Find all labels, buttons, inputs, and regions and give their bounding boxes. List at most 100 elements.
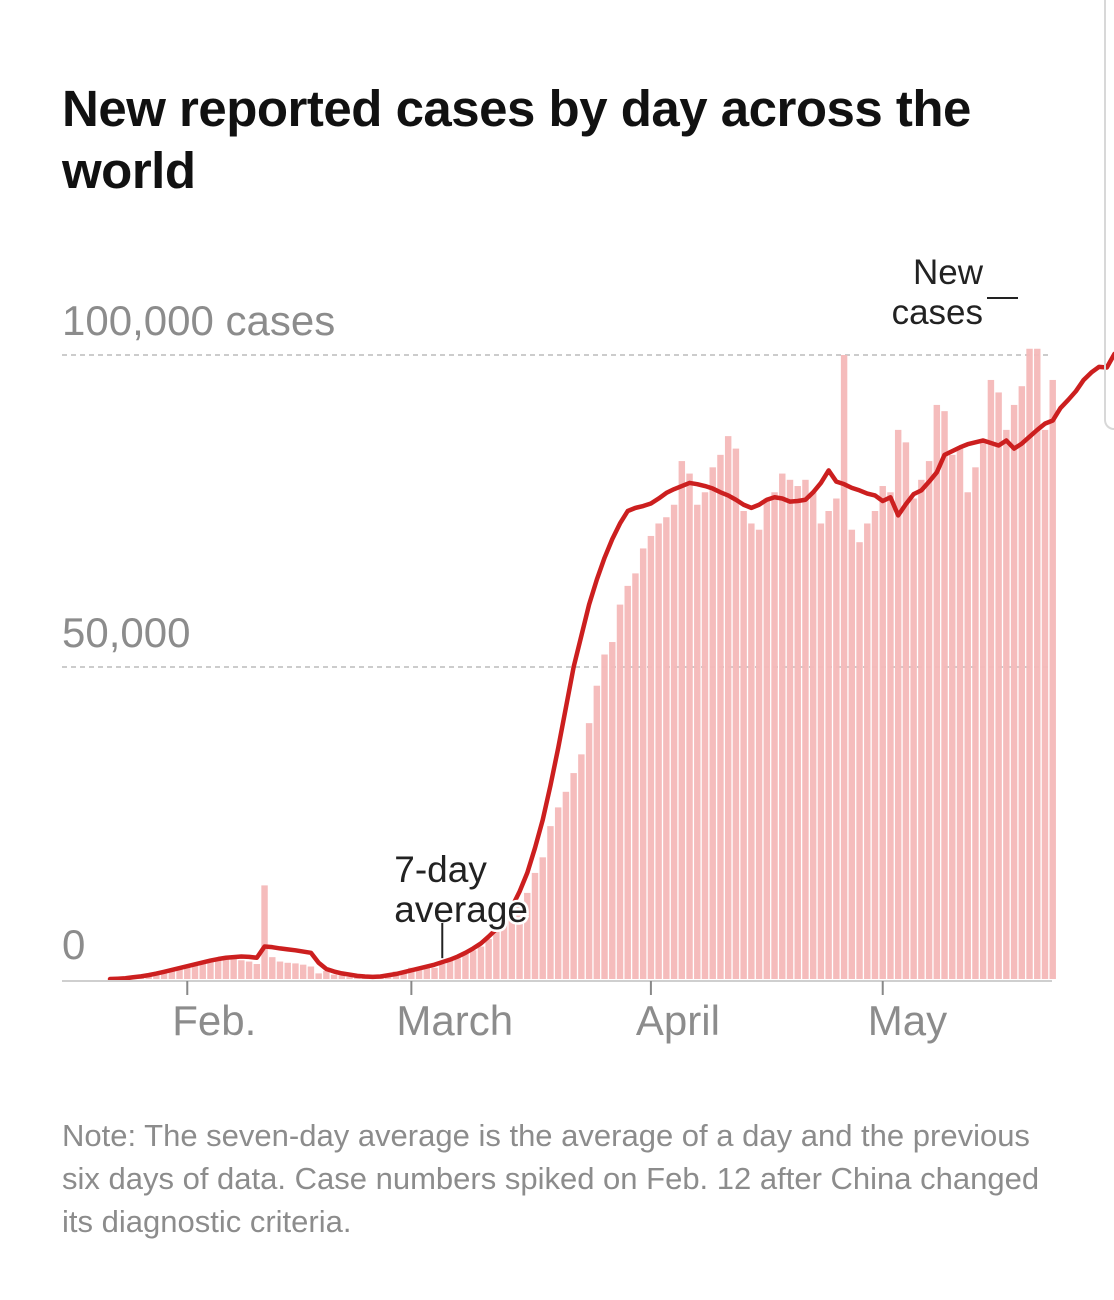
new-cases-bar [616, 604, 624, 979]
new-cases-bar [639, 548, 647, 979]
new-cases-bar [585, 723, 593, 979]
new-cases-bar [578, 754, 585, 979]
new-cases-bar [1041, 429, 1049, 979]
new-cases-bar [330, 974, 338, 979]
chart-title: New reported cases by day across the wor… [62, 80, 971, 199]
new-cases-bar [763, 498, 771, 979]
new-cases-bar [941, 411, 948, 979]
new-cases-bar [663, 517, 670, 979]
new-cases-bar [779, 473, 786, 979]
new-cases-bar [454, 958, 461, 979]
new-cases-bar [431, 967, 438, 979]
new-cases-bar [485, 939, 492, 979]
new-cases-bar [864, 523, 871, 979]
new-cases-bar [686, 473, 693, 979]
new-cases-bar [740, 511, 747, 979]
new-cases-bar [284, 962, 291, 979]
new-cases-bar [856, 542, 863, 979]
new-cases-bar [771, 492, 778, 979]
new-cases-bar [184, 966, 191, 979]
new-cases-bar [315, 973, 322, 979]
new-cases-bar [1034, 348, 1041, 979]
new-cases-bar [261, 885, 268, 979]
new-cases-bar [269, 957, 276, 979]
new-cases-bar [701, 492, 709, 979]
new-cases-bar [825, 511, 832, 979]
new-cases-bar [493, 930, 500, 979]
new-cases-bar [469, 950, 477, 979]
new-cases-bar [879, 486, 886, 979]
chart-plot: 0 50,000 100,000 cases Feb. March April May 7… [62, 253, 1114, 1044]
x-tick-label: May [868, 997, 947, 1044]
new-cases-bar [168, 969, 176, 979]
new-cases-bar [979, 442, 987, 979]
new-cases-bar [547, 826, 554, 979]
new-cases-bar [554, 807, 562, 979]
annotation-label: 7-day average [394, 849, 528, 930]
y-tick-label: 50,000 [62, 609, 190, 656]
annotations: 7-day average New cases [392, 253, 1018, 959]
new-cases-bar [439, 964, 446, 979]
new-cases-bar [833, 498, 840, 979]
grid-layer [62, 354, 1052, 668]
new-cases-bar [871, 511, 879, 979]
new-cases-bar [624, 585, 631, 979]
x-tick-label: April [636, 997, 720, 1044]
chart-note: Note: The seven-day average is the avera… [62, 1118, 1040, 1239]
new-cases-bar [817, 523, 825, 979]
new-cases-bar [609, 642, 616, 979]
new-cases-bar [724, 436, 732, 979]
new-cases-bar [323, 970, 330, 979]
new-cases-bar [1018, 386, 1026, 979]
new-cases-bar [987, 379, 995, 980]
new-cases-bar [678, 461, 686, 980]
new-cases-bar [222, 959, 230, 979]
new-cases-bar [794, 486, 801, 979]
new-cases-bar [717, 454, 724, 980]
new-cases-bar [238, 960, 245, 979]
y-tick-label: 100,000 cases [62, 297, 335, 344]
new-cases-bar [176, 968, 183, 979]
x-tick-label: March [396, 997, 513, 1044]
y-tick-labels: 0 50,000 100,000 cases [62, 297, 335, 968]
new-cases-bar [655, 523, 662, 979]
new-cases-bar [423, 967, 431, 979]
new-cases-bar [809, 492, 817, 979]
new-cases-bar [539, 857, 546, 979]
new-cases-bar [207, 961, 214, 979]
x-axis: Feb. March April May [62, 980, 1052, 1044]
seven-day-average-line [107, 351, 1114, 982]
new-cases-bar [230, 958, 237, 979]
new-cases-bar [400, 970, 407, 979]
new-cases-bar [245, 961, 253, 979]
new-cases-bar [918, 479, 925, 979]
new-cases-bar [408, 967, 415, 979]
new-cases-bar [500, 917, 508, 979]
new-cases-bar [153, 974, 160, 979]
new-cases-bar [902, 442, 910, 979]
new-cases-bar [516, 901, 523, 979]
scrollbar-edge[interactable] [1104, 0, 1114, 430]
new-cases-bar [887, 492, 894, 979]
new-cases-bar [840, 355, 848, 979]
new-cases-bar [199, 963, 206, 979]
new-cases-bar [531, 872, 539, 979]
new-cases-bar [647, 535, 655, 979]
new-cases-bar [593, 685, 601, 979]
new-cases-bar [894, 429, 902, 979]
new-cases-bar [338, 975, 346, 979]
new-cases-bar [570, 773, 577, 979]
new-cases-bar [709, 467, 716, 979]
new-cases-bar [477, 946, 485, 979]
new-cases-bar [1003, 429, 1010, 979]
new-cases-bar [748, 523, 755, 979]
new-cases-bar [462, 952, 469, 979]
new-cases-bar [925, 461, 933, 980]
new-cases-bar [299, 964, 307, 979]
new-cases-bar [964, 492, 971, 979]
new-cases-bar [933, 404, 941, 979]
new-cases-bar [949, 454, 956, 980]
new-cases-bars [114, 348, 1056, 980]
x-tick-label: Feb. [172, 997, 256, 1044]
new-cases-bar [253, 964, 261, 979]
